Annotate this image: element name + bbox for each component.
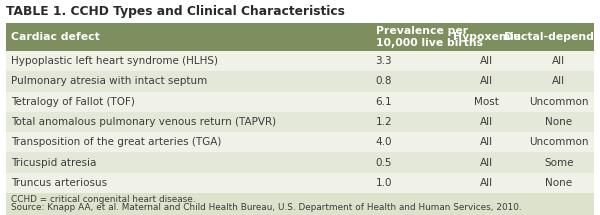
- Bar: [6, 51, 594, 71]
- Text: None: None: [545, 178, 572, 188]
- Text: Pulmonary atresia with intact septum: Pulmonary atresia with intact septum: [11, 76, 207, 86]
- Text: All: All: [552, 56, 565, 66]
- Text: 1.2: 1.2: [376, 117, 392, 127]
- Text: Uncommon: Uncommon: [529, 97, 589, 107]
- Text: TABLE 1. CCHD Types and Clinical Characteristics: TABLE 1. CCHD Types and Clinical Charact…: [6, 5, 345, 18]
- Text: All: All: [552, 76, 565, 86]
- Text: Total anomalous pulmonary venous return (TAPVR): Total anomalous pulmonary venous return …: [11, 117, 276, 127]
- Text: 1.0: 1.0: [376, 178, 392, 188]
- Text: Most: Most: [474, 97, 499, 107]
- Text: All: All: [480, 137, 493, 147]
- Text: Tetralogy of Fallot (TOF): Tetralogy of Fallot (TOF): [11, 97, 135, 107]
- Text: All: All: [480, 117, 493, 127]
- Text: Some: Some: [544, 158, 574, 167]
- Text: 6.1: 6.1: [376, 97, 392, 107]
- Bar: [6, 112, 594, 132]
- Bar: [6, 71, 594, 92]
- Bar: [6, 92, 594, 112]
- Bar: [6, 132, 594, 152]
- Text: Ductal-dependent: Ductal-dependent: [503, 32, 600, 42]
- Text: Hypoxemia: Hypoxemia: [452, 32, 521, 42]
- Bar: [6, 173, 594, 193]
- Text: 0.8: 0.8: [376, 76, 392, 86]
- Bar: [6, 193, 594, 215]
- Text: Tricuspid atresia: Tricuspid atresia: [11, 158, 97, 167]
- Text: Uncommon: Uncommon: [529, 137, 589, 147]
- Text: CCHD = critical congenital heart disease.: CCHD = critical congenital heart disease…: [11, 195, 196, 204]
- Text: All: All: [480, 158, 493, 167]
- Bar: [6, 23, 594, 51]
- Text: 0.5: 0.5: [376, 158, 392, 167]
- Text: Prevalence per
10,000 live births: Prevalence per 10,000 live births: [376, 26, 482, 48]
- Text: All: All: [480, 76, 493, 86]
- Text: Cardiac defect: Cardiac defect: [11, 32, 100, 42]
- Text: Truncus arteriosus: Truncus arteriosus: [11, 178, 107, 188]
- Text: Source: Knapp AA, et al. Maternal and Child Health Bureau, U.S. Department of He: Source: Knapp AA, et al. Maternal and Ch…: [11, 203, 521, 212]
- Text: Transposition of the great arteries (TGA): Transposition of the great arteries (TGA…: [11, 137, 221, 147]
- Text: Hypoplastic left heart syndrome (HLHS): Hypoplastic left heart syndrome (HLHS): [11, 56, 218, 66]
- Text: All: All: [480, 56, 493, 66]
- Bar: [6, 152, 594, 173]
- Text: 3.3: 3.3: [376, 56, 392, 66]
- Text: 4.0: 4.0: [376, 137, 392, 147]
- Text: None: None: [545, 117, 572, 127]
- Text: All: All: [480, 178, 493, 188]
